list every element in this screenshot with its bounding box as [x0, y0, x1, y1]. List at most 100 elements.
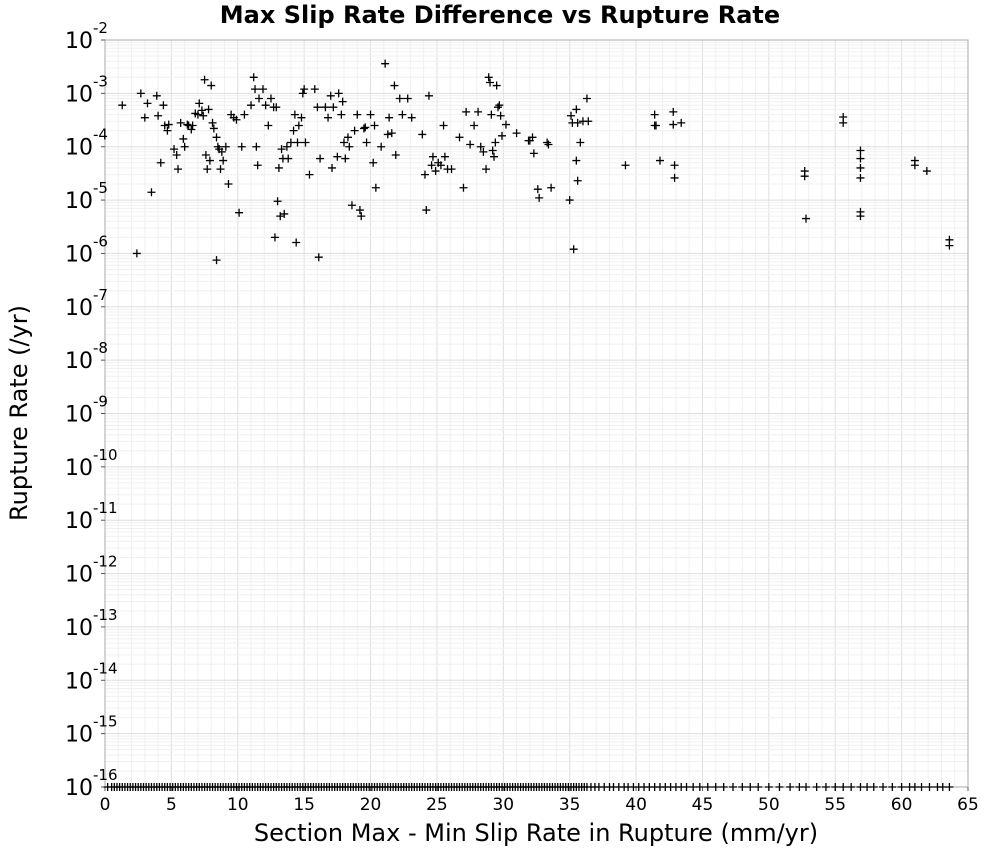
data-point	[621, 161, 630, 170]
data-point	[164, 120, 173, 129]
data-point	[369, 158, 378, 167]
data-point	[183, 120, 192, 129]
data-point	[237, 142, 246, 151]
y-tick-label: 10-11	[65, 499, 118, 534]
data-point	[207, 81, 216, 90]
data-point	[651, 121, 660, 130]
data-point	[802, 214, 811, 223]
data-point	[495, 101, 504, 110]
data-point	[266, 94, 275, 103]
y-tick-label: 10-3	[65, 72, 108, 107]
data-point-floor	[869, 783, 878, 791]
data-point	[180, 142, 189, 151]
x-tick-label: 25	[426, 795, 448, 815]
data-point	[251, 85, 260, 94]
data-point	[424, 91, 433, 100]
data-point	[235, 208, 244, 217]
data-point	[455, 133, 464, 142]
data-point	[170, 145, 179, 154]
data-point	[247, 101, 256, 110]
data-point-floor	[925, 783, 934, 791]
data-point	[174, 165, 183, 174]
x-tick-label: 15	[293, 795, 315, 815]
data-point	[274, 163, 283, 172]
data-point	[316, 154, 325, 163]
x-tick-label: 40	[625, 795, 647, 815]
data-point	[203, 165, 212, 174]
x-tick-label: 0	[100, 795, 111, 815]
data-point-floor	[719, 783, 728, 791]
y-tick-label: 10-6	[65, 232, 108, 267]
data-point-floor	[711, 783, 720, 791]
data-point	[543, 138, 552, 147]
x-tick-label: 60	[891, 795, 913, 815]
data-point	[253, 161, 262, 170]
data-point	[300, 85, 309, 94]
data-point	[547, 183, 556, 192]
data-point	[197, 106, 206, 115]
data-point	[800, 172, 809, 181]
data-point	[572, 156, 581, 165]
data-point	[282, 142, 291, 151]
data-point	[582, 94, 591, 103]
data-point	[272, 103, 281, 112]
data-point	[490, 152, 499, 161]
data-point	[261, 101, 270, 110]
data-point	[216, 165, 225, 174]
data-point-floor	[888, 783, 897, 791]
data-point	[156, 158, 165, 167]
data-point	[390, 81, 399, 90]
data-point	[280, 209, 289, 218]
data-point	[240, 110, 249, 119]
data-point	[407, 113, 416, 122]
data-point	[359, 124, 368, 133]
data-point	[163, 126, 172, 135]
data-point	[486, 78, 495, 87]
data-point	[258, 85, 267, 94]
data-point	[154, 111, 163, 120]
y-tick-label: 10-5	[65, 179, 108, 214]
data-point	[447, 165, 456, 174]
x-tick-label: 50	[758, 795, 780, 815]
data-point	[284, 154, 293, 163]
data-point	[493, 103, 502, 112]
data-point	[314, 253, 323, 262]
y-axis-ticks: 10-2 10-3 10-4 10-5 10-6 10-7 10-8 10-9 10-10 10-…	[65, 19, 118, 801]
data-point	[428, 152, 437, 161]
data-point	[391, 150, 400, 159]
data-point	[572, 105, 581, 114]
data-point	[856, 146, 865, 155]
data-point	[221, 142, 230, 151]
data-point	[136, 89, 145, 98]
data-point	[328, 163, 337, 172]
data-point-floor	[786, 783, 795, 791]
data-point-floor	[821, 783, 830, 791]
data-point	[160, 121, 169, 130]
data-point-floor	[695, 783, 704, 791]
data-point	[179, 134, 188, 143]
data-point	[205, 156, 214, 165]
data-point-floor	[775, 783, 784, 791]
floor-points	[103, 783, 954, 791]
data-point-floor	[879, 783, 888, 791]
data-point	[501, 120, 510, 129]
y-tick-label: 10-8	[65, 339, 108, 374]
data-point	[357, 212, 366, 221]
data-point	[361, 123, 370, 132]
data-point	[496, 111, 505, 120]
data-point	[324, 113, 333, 122]
data-point	[209, 124, 218, 133]
data-point	[650, 110, 659, 119]
data-point	[343, 133, 352, 142]
data-point	[529, 149, 538, 158]
y-tick-label: 10-10	[65, 446, 118, 481]
x-axis-ticks: 0 5 10 15 20 25 30 35 40 45 50 55 60 65	[100, 787, 979, 815]
data-point	[387, 129, 396, 138]
grid	[104, 39, 969, 788]
data-point	[310, 85, 319, 94]
data-point	[395, 94, 404, 103]
data-point	[371, 183, 380, 192]
data-point	[347, 201, 356, 210]
x-tick-label: 10	[227, 795, 249, 815]
